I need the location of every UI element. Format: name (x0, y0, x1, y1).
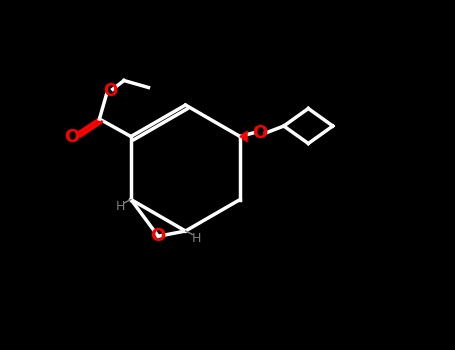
Text: H: H (116, 200, 125, 213)
Text: O: O (151, 227, 166, 245)
Text: O: O (103, 82, 117, 100)
Polygon shape (240, 131, 247, 142)
Text: H: H (191, 231, 201, 245)
Text: O: O (252, 124, 267, 142)
Text: O: O (64, 127, 79, 146)
